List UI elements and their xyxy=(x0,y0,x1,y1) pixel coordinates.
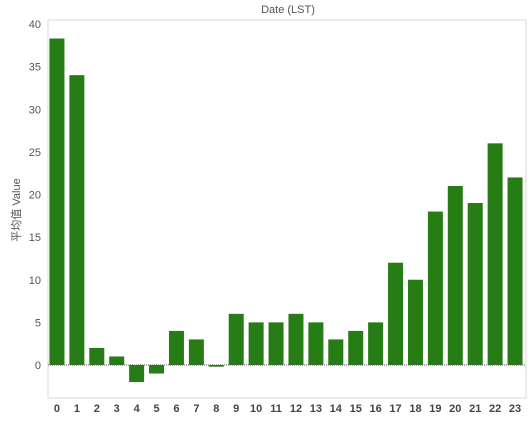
bar xyxy=(467,203,483,365)
bar xyxy=(49,38,65,366)
x-tick-label: 20 xyxy=(449,403,461,415)
y-tick-label: 5 xyxy=(35,317,41,329)
x-tick-label: 23 xyxy=(509,403,521,415)
chart-title: Date (LST) xyxy=(261,4,315,16)
x-axis: 0 1 2 3 4 5 6 7 8 9 10 11 12 13 14 15 16 17 18 19 20 21 22 23 xyxy=(54,403,521,415)
plot-frame xyxy=(47,19,527,399)
bar xyxy=(507,177,523,365)
x-tick-label: 6 xyxy=(173,403,179,415)
x-tick-label: 14 xyxy=(330,403,343,415)
x-tick-label: 4 xyxy=(134,403,141,415)
x-tick-label: 9 xyxy=(233,403,239,415)
bar xyxy=(208,365,224,367)
bar xyxy=(328,339,344,365)
bar xyxy=(427,211,443,365)
bar xyxy=(89,347,105,365)
bar xyxy=(447,185,463,365)
bar xyxy=(129,365,145,383)
x-tick-label: 2 xyxy=(94,403,100,415)
x-tick-label: 7 xyxy=(193,403,199,415)
x-tick-label: 19 xyxy=(429,403,441,415)
y-tick-label: 40 xyxy=(29,19,41,31)
bar xyxy=(109,356,125,365)
y-tick-label: 0 xyxy=(35,360,41,372)
bar xyxy=(188,339,204,365)
bar xyxy=(308,322,324,365)
y-tick-label: 25 xyxy=(29,147,41,159)
x-tick-label: 17 xyxy=(389,403,401,415)
bar xyxy=(388,262,404,365)
bar xyxy=(368,322,384,365)
bar xyxy=(248,322,264,365)
bar xyxy=(268,322,284,365)
x-tick-label: 5 xyxy=(153,403,159,415)
bars xyxy=(49,38,523,383)
x-tick-label: 18 xyxy=(409,403,421,415)
y-tick-label: 30 xyxy=(29,104,41,116)
x-tick-label: 10 xyxy=(250,403,262,415)
x-tick-label: 0 xyxy=(54,403,60,415)
x-tick-label: 11 xyxy=(270,403,282,415)
bar xyxy=(69,75,85,366)
bar xyxy=(487,143,503,365)
bar xyxy=(407,279,423,365)
x-tick-label: 22 xyxy=(489,403,501,415)
y-axis-title: 平均值 Value xyxy=(10,178,23,241)
x-tick-label: 1 xyxy=(74,403,80,415)
x-tick-label: 3 xyxy=(114,403,120,415)
bar xyxy=(348,330,364,365)
bar xyxy=(149,365,165,374)
y-tick-label: 15 xyxy=(29,232,41,244)
x-tick-label: 13 xyxy=(310,403,322,415)
x-tick-label: 15 xyxy=(350,403,362,415)
x-tick-label: 8 xyxy=(213,403,219,415)
y-tick-label: 10 xyxy=(29,275,41,287)
x-tick-label: 21 xyxy=(469,403,481,415)
x-tick-label: 16 xyxy=(370,403,382,415)
y-axis: 0 5 10 15 20 25 30 35 40 xyxy=(29,19,41,372)
y-tick-label: 35 xyxy=(29,62,41,74)
bar xyxy=(288,313,304,365)
bar xyxy=(228,313,244,365)
x-tick-label: 12 xyxy=(290,403,302,415)
y-tick-label: 20 xyxy=(29,190,41,202)
bar xyxy=(168,330,184,365)
